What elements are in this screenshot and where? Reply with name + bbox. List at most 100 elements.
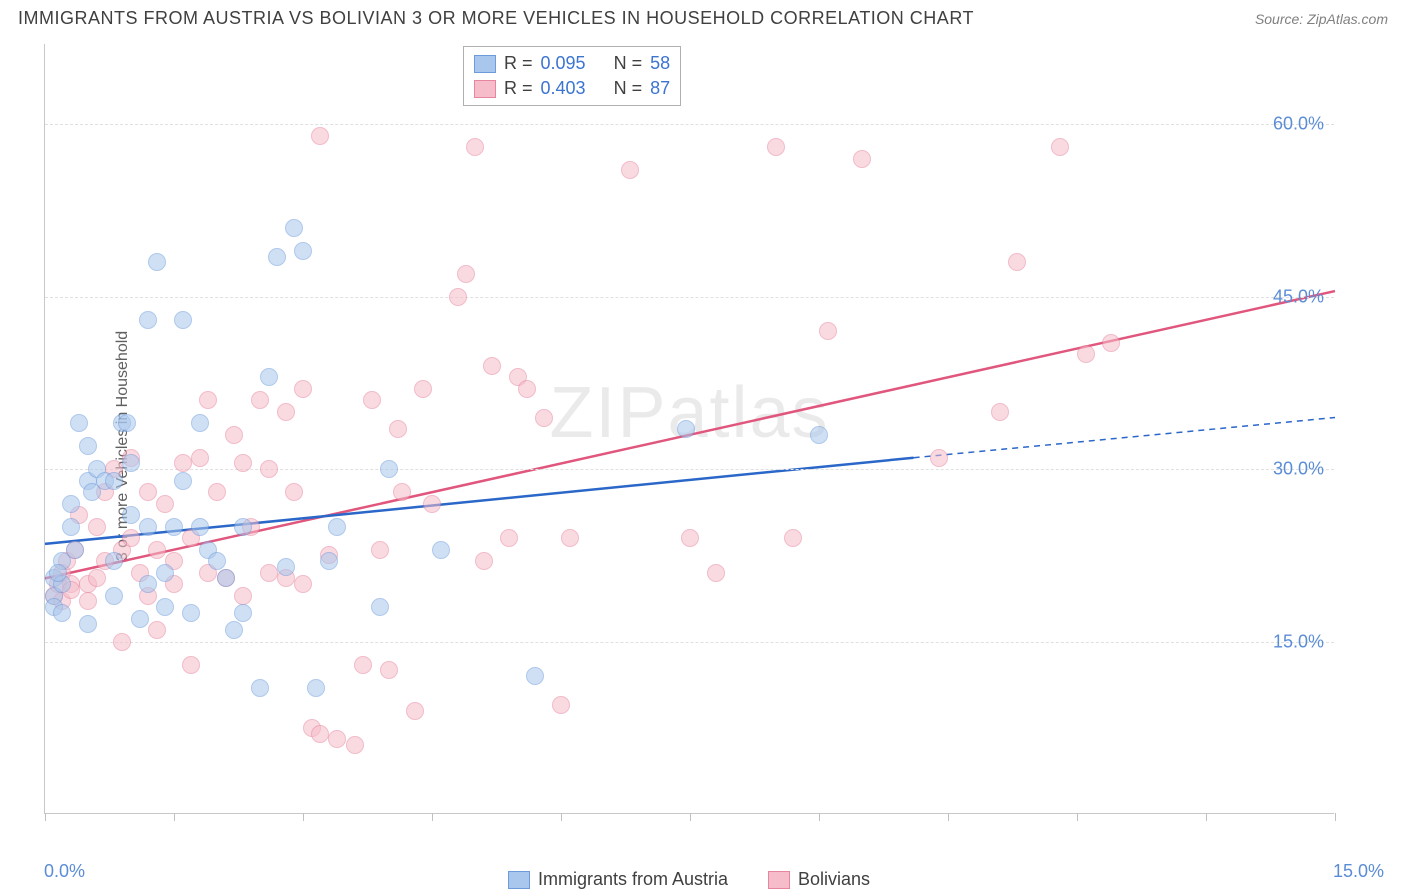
legend-label: Immigrants from Austria bbox=[538, 869, 728, 890]
data-point bbox=[393, 483, 411, 501]
data-point bbox=[225, 621, 243, 639]
data-point bbox=[346, 736, 364, 754]
data-point bbox=[66, 541, 84, 559]
data-point bbox=[79, 592, 97, 610]
data-point bbox=[677, 420, 695, 438]
data-point bbox=[79, 615, 97, 633]
x-tick bbox=[303, 813, 304, 821]
data-point bbox=[62, 495, 80, 513]
data-point bbox=[174, 454, 192, 472]
data-point bbox=[191, 414, 209, 432]
data-point bbox=[174, 311, 192, 329]
x-tick bbox=[690, 813, 691, 821]
stat-row: R = 0.095 N = 58 bbox=[474, 51, 670, 76]
data-point bbox=[260, 368, 278, 386]
data-point bbox=[380, 460, 398, 478]
data-point bbox=[1051, 138, 1069, 156]
data-point bbox=[294, 575, 312, 593]
data-point bbox=[810, 426, 828, 444]
data-point bbox=[156, 598, 174, 616]
data-point bbox=[354, 656, 372, 674]
y-tick-label: 60.0% bbox=[1273, 114, 1324, 135]
swatch-icon bbox=[508, 871, 530, 889]
stat-r-label: R = bbox=[504, 78, 533, 99]
data-point bbox=[285, 219, 303, 237]
stat-r-label: R = bbox=[504, 53, 533, 74]
data-point bbox=[49, 564, 67, 582]
data-point bbox=[122, 454, 140, 472]
data-point bbox=[457, 265, 475, 283]
gridline bbox=[45, 642, 1334, 643]
x-tick-max: 15.0% bbox=[1333, 861, 1384, 882]
data-point bbox=[389, 420, 407, 438]
data-point bbox=[681, 529, 699, 547]
data-point bbox=[208, 552, 226, 570]
data-point bbox=[139, 518, 157, 536]
data-point bbox=[930, 449, 948, 467]
data-point bbox=[113, 633, 131, 651]
y-tick-label: 45.0% bbox=[1273, 286, 1324, 307]
data-point bbox=[414, 380, 432, 398]
data-point bbox=[260, 460, 278, 478]
stat-n-value: 58 bbox=[650, 53, 670, 74]
data-point bbox=[156, 495, 174, 513]
data-point bbox=[199, 391, 217, 409]
data-point bbox=[105, 552, 123, 570]
data-point bbox=[277, 558, 295, 576]
data-point bbox=[466, 138, 484, 156]
stat-n-value: 87 bbox=[650, 78, 670, 99]
data-point bbox=[311, 127, 329, 145]
stat-r-value: 0.095 bbox=[541, 53, 586, 74]
data-point bbox=[182, 604, 200, 622]
x-tick bbox=[1206, 813, 1207, 821]
x-tick bbox=[45, 813, 46, 821]
bottom-legend: Immigrants from Austria Bolivians bbox=[44, 869, 1334, 890]
data-point bbox=[139, 311, 157, 329]
data-point bbox=[518, 380, 536, 398]
data-point bbox=[819, 322, 837, 340]
data-point bbox=[234, 518, 252, 536]
data-point bbox=[449, 288, 467, 306]
data-point bbox=[406, 702, 424, 720]
data-point bbox=[328, 518, 346, 536]
x-tick bbox=[432, 813, 433, 821]
data-point bbox=[118, 414, 136, 432]
stat-n-label: N = bbox=[614, 53, 643, 74]
data-point bbox=[328, 730, 346, 748]
data-point bbox=[363, 391, 381, 409]
source-label: Source: ZipAtlas.com bbox=[1255, 11, 1388, 27]
chart-title: IMMIGRANTS FROM AUSTRIA VS BOLIVIAN 3 OR… bbox=[18, 8, 974, 29]
data-point bbox=[784, 529, 802, 547]
data-point bbox=[234, 587, 252, 605]
stat-legend: R = 0.095 N = 58 R = 0.403 N = 87 bbox=[463, 46, 681, 106]
swatch-icon bbox=[474, 55, 496, 73]
data-point bbox=[621, 161, 639, 179]
data-point bbox=[277, 403, 295, 421]
data-point bbox=[535, 409, 553, 427]
data-point bbox=[139, 575, 157, 593]
data-point bbox=[70, 414, 88, 432]
data-point bbox=[122, 506, 140, 524]
x-tick bbox=[819, 813, 820, 821]
data-point bbox=[251, 391, 269, 409]
data-point bbox=[500, 529, 518, 547]
stat-r-value: 0.403 bbox=[541, 78, 586, 99]
data-point bbox=[552, 696, 570, 714]
data-point bbox=[88, 518, 106, 536]
data-point bbox=[991, 403, 1009, 421]
data-point bbox=[371, 541, 389, 559]
data-point bbox=[1102, 334, 1120, 352]
data-point bbox=[260, 564, 278, 582]
stat-row: R = 0.403 N = 87 bbox=[474, 76, 670, 101]
data-point bbox=[475, 552, 493, 570]
data-point bbox=[165, 518, 183, 536]
data-point bbox=[767, 138, 785, 156]
stat-n-label: N = bbox=[614, 78, 643, 99]
scatter-chart: ZIPatlas R =0.095N =58R =0.403N =87 15.0… bbox=[44, 44, 1334, 814]
data-point bbox=[234, 454, 252, 472]
data-point bbox=[294, 242, 312, 260]
data-point bbox=[105, 587, 123, 605]
data-point bbox=[268, 248, 286, 266]
data-point bbox=[122, 529, 140, 547]
data-point bbox=[191, 518, 209, 536]
